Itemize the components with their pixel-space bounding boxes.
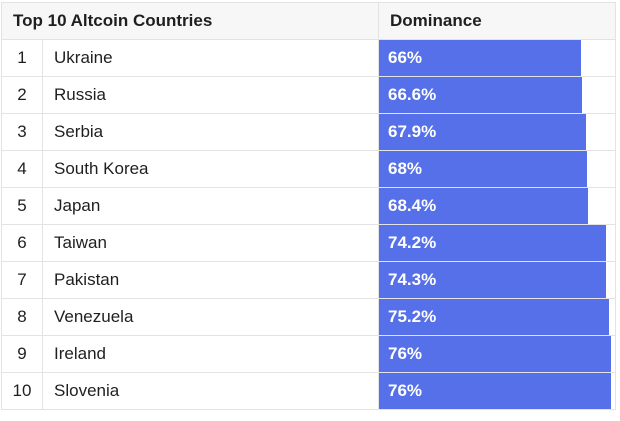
dominance-bar <box>379 299 610 335</box>
table-row: 9 Ireland 76% <box>1 335 617 373</box>
dominance-cell: 67.9% <box>378 113 617 151</box>
dominance-bar <box>379 373 612 409</box>
country-cell: Ukraine <box>41 39 380 77</box>
dominance-bar <box>379 77 583 113</box>
table-row: 8 Venezuela 75.2% <box>1 298 617 336</box>
country-cell: Ireland <box>41 335 380 373</box>
dominance-cell: 68% <box>378 150 617 188</box>
table-row: 7 Pakistan 74.3% <box>1 261 617 299</box>
header-dominance-label: Dominance <box>390 11 482 30</box>
header-dominance: Dominance <box>378 2 617 40</box>
table-row: 10 Slovenia 76% <box>1 372 617 410</box>
country-cell: Slovenia <box>41 372 380 410</box>
dominance-value-label: 67.9% <box>388 122 437 141</box>
country-cell: Japan <box>41 187 380 225</box>
dominance-value-label: 76% <box>388 344 423 363</box>
dominance-value-label: 74.3% <box>388 270 437 289</box>
dominance-cell: 76% <box>378 372 617 410</box>
dominance-value-label: 66.6% <box>388 85 437 104</box>
dominance-value-label: 68% <box>388 159 423 178</box>
country-cell: Pakistan <box>41 261 380 299</box>
country-cell: Russia <box>41 76 380 114</box>
dominance-bar <box>379 336 612 372</box>
rank-cell: 2 <box>1 76 43 114</box>
rank-cell: 4 <box>1 150 43 188</box>
dominance-bar <box>379 225 607 261</box>
table-row: 4 South Korea 68% <box>1 150 617 188</box>
country-cell: Serbia <box>41 113 380 151</box>
dominance-value-label: 68.4% <box>388 196 437 215</box>
table-row: 1 Ukraine 66% <box>1 39 617 77</box>
dominance-bar <box>379 262 607 298</box>
table-row: 2 Russia 66.6% <box>1 76 617 114</box>
table-row: 6 Taiwan 74.2% <box>1 224 617 262</box>
dominance-table-container: Top 10 Altcoin Countries Dominance 1 Ukra… <box>0 2 617 410</box>
dominance-cell: 76% <box>378 335 617 373</box>
dominance-cell: 66.6% <box>378 76 617 114</box>
dominance-value-label: 66% <box>388 48 423 67</box>
rank-cell: 3 <box>1 113 43 151</box>
dominance-value-label: 76% <box>388 381 423 400</box>
dominance-cell: 74.3% <box>378 261 617 299</box>
dominance-bar <box>379 151 588 187</box>
dominance-cell: 75.2% <box>378 298 617 336</box>
table-row: 3 Serbia 67.9% <box>1 113 617 151</box>
dominance-bar <box>379 114 587 150</box>
rank-cell: 5 <box>1 187 43 225</box>
header-countries: Top 10 Altcoin Countries <box>0 2 380 40</box>
header-row: Top 10 Altcoin Countries Dominance <box>0 2 617 40</box>
dominance-bar <box>379 40 582 76</box>
rank-cell: 7 <box>1 261 43 299</box>
dominance-value-label: 75.2% <box>388 307 437 326</box>
rank-cell: 10 <box>1 372 43 410</box>
header-countries-label: Top 10 Altcoin Countries <box>13 11 213 30</box>
dominance-cell: 74.2% <box>378 224 617 262</box>
dominance-cell: 68.4% <box>378 187 617 225</box>
rank-cell: 1 <box>1 39 43 77</box>
country-cell: Venezuela <box>41 298 380 336</box>
dominance-value-label: 74.2% <box>388 233 437 252</box>
table-row: 5 Japan 68.4% <box>1 187 617 225</box>
rank-cell: 9 <box>1 335 43 373</box>
country-cell: Taiwan <box>41 224 380 262</box>
rank-cell: 6 <box>1 224 43 262</box>
table-body: 1 Ukraine 66% 2 Russia 66.6% 3 Serbia 67.9% 4 Sout… <box>1 39 617 410</box>
rank-cell: 8 <box>1 298 43 336</box>
country-cell: South Korea <box>41 150 380 188</box>
dominance-table: Top 10 Altcoin Countries Dominance 1 Ukra… <box>0 2 617 410</box>
dominance-cell: 66% <box>378 39 617 77</box>
dominance-bar <box>379 188 589 224</box>
